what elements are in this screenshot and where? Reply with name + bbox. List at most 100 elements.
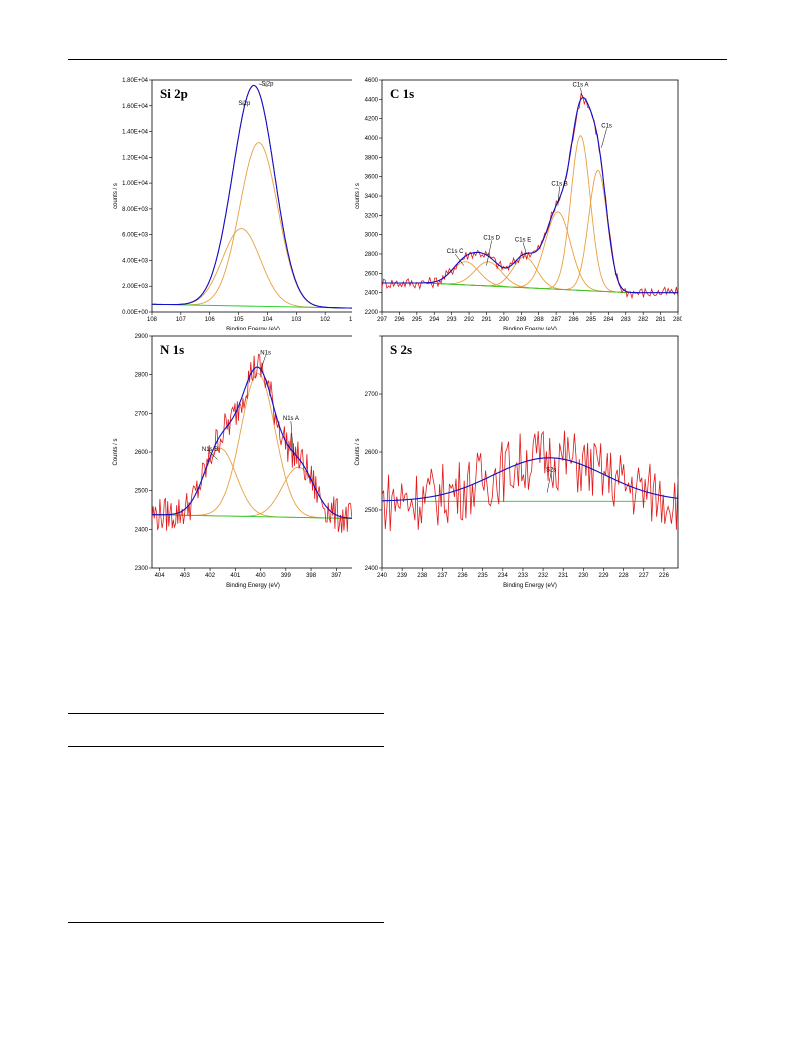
y-tick-label: 4600 <box>365 78 379 84</box>
x-tick-label: 229 <box>598 573 609 579</box>
annotation-leader <box>260 355 266 371</box>
x-tick-label: 291 <box>481 317 492 323</box>
x-tick-label: 281 <box>656 317 667 323</box>
plot-frame <box>381 79 679 313</box>
peak-annotation: C1s D <box>483 235 500 241</box>
x-tick-label: 231 <box>558 573 569 579</box>
table-top-rule <box>68 713 384 714</box>
x-tick-label: 287 <box>551 317 562 323</box>
raw-spectrum-line <box>382 430 678 532</box>
annotation-leader <box>522 242 527 255</box>
fitted-envelope-line <box>152 366 354 519</box>
plot-frame <box>381 335 679 569</box>
x-tick-label: 293 <box>447 317 458 323</box>
x-tick-label: 402 <box>205 573 216 579</box>
si2p-spectrum-chart: 1081071061051041031021010.00E+002.00E+03… <box>113 78 358 333</box>
x-tick-label: 104 <box>262 317 273 323</box>
x-tick-label: 398 <box>306 573 317 579</box>
x-tick-label: 282 <box>638 317 649 323</box>
table-bottom-rule <box>68 922 384 923</box>
y-tick-label: 4200 <box>365 117 379 123</box>
component-peak <box>152 373 354 519</box>
component-peak <box>152 228 354 309</box>
x-tick-label: 108 <box>147 317 158 323</box>
y-tick-label: 2400 <box>135 527 149 533</box>
y-tick-label: 2700 <box>365 392 379 398</box>
panel-title: C 1s <box>390 86 414 101</box>
x-tick-label: 288 <box>534 317 545 323</box>
x-tick-label: 397 <box>331 573 342 579</box>
y-tick-label: 2400 <box>365 291 379 297</box>
x-tick-label: 239 <box>397 573 408 579</box>
fitted-envelope-line <box>382 97 678 294</box>
x-tick-label: 401 <box>230 573 241 579</box>
x-tick-label: 292 <box>464 317 475 323</box>
y-tick-label: 4000 <box>365 136 379 142</box>
y-tick-label: 2600 <box>135 450 149 456</box>
y-tick-label: 1.40E+04 <box>122 130 149 136</box>
x-tick-label: 289 <box>516 317 527 323</box>
x-tick-label: 228 <box>619 573 630 579</box>
peak-annotation: Si2p <box>238 101 251 107</box>
y-tick-label: 3200 <box>365 213 379 219</box>
y-tick-label: 1.00E+04 <box>122 181 149 187</box>
y-tick-label: 3400 <box>365 194 379 200</box>
x-tick-label: 294 <box>429 317 440 323</box>
x-tick-label: 284 <box>603 317 614 323</box>
peak-annotation: Si2p <box>261 81 274 87</box>
y-tick-label: 2900 <box>135 334 149 340</box>
raw-spectrum-line <box>152 353 354 533</box>
x-tick-label: 295 <box>412 317 423 323</box>
n1s-spectrum-chart: 404 403 402 401 400 399 398 397 2300 2400 2500 2600… <box>113 334 355 589</box>
y-tick-label: 2400 <box>365 566 379 572</box>
x-axis-label: Binding Energy (eV) <box>503 583 557 589</box>
x-tick-label: 234 <box>498 573 509 579</box>
x-tick-label: 227 <box>639 573 650 579</box>
x-axis-label: Binding Energy (eV) <box>226 583 280 589</box>
x-tick-label: 297 <box>377 317 388 323</box>
x-tick-label: 280 <box>673 317 682 323</box>
peak-annotation: C1s E <box>515 237 531 243</box>
peak-annotation: N1s <box>260 350 271 356</box>
annotation-leader <box>557 186 560 206</box>
panel-s2s: 240 239 238 237 236 235 234 233 232 231 230 229 228 2… <box>352 330 682 592</box>
x-tick-label: 103 <box>291 317 302 323</box>
panel-title: Si 2p <box>160 86 188 101</box>
x-tick-label: 230 <box>578 573 589 579</box>
x-tick-label: 232 <box>538 573 549 579</box>
y-tick-label: 1.60E+04 <box>122 104 149 110</box>
x-tick-label: 399 <box>281 573 292 579</box>
peak-annotation: C1s C <box>447 249 464 255</box>
y-tick-label: 4400 <box>365 97 379 103</box>
fitted-envelope-line <box>152 84 354 309</box>
peak-annotation: C1s A <box>572 83 588 89</box>
x-tick-label: 236 <box>458 573 469 579</box>
y-tick-label: 3000 <box>365 233 379 239</box>
background-baseline <box>152 303 354 309</box>
y-tick-label: 3600 <box>365 175 379 181</box>
peak-annotation: S2s <box>546 467 556 473</box>
background-baseline <box>425 282 630 294</box>
y-tick-label: 2600 <box>365 450 379 456</box>
annotation-leader <box>290 421 294 456</box>
y-tick-label: 2800 <box>135 373 149 379</box>
y-tick-label: 2500 <box>365 508 379 514</box>
x-tick-label: 400 <box>256 573 267 579</box>
annotation-leader <box>241 103 245 106</box>
annotation-leader <box>454 253 465 266</box>
y-tick-label: 6.00E+03 <box>122 233 149 239</box>
panel-title: S 2s <box>390 342 412 357</box>
peak-annotation: N1s A <box>283 416 299 422</box>
x-tick-label: 102 <box>320 317 331 323</box>
x-tick-label: 296 <box>394 317 405 323</box>
y-tick-label: 4.00E+03 <box>122 258 149 264</box>
x-tick-label: 226 <box>659 573 670 579</box>
y-tick-label: 2200 <box>365 310 379 316</box>
x-tick-label: 107 <box>176 317 187 323</box>
y-axis-label: counts / s <box>113 183 119 209</box>
component-peak <box>152 142 354 309</box>
y-axis-label: Counts / s <box>113 438 119 465</box>
x-tick-label: 106 <box>205 317 216 323</box>
y-tick-label: 1.80E+04 <box>122 78 149 84</box>
x-tick-label: 404 <box>155 573 166 579</box>
